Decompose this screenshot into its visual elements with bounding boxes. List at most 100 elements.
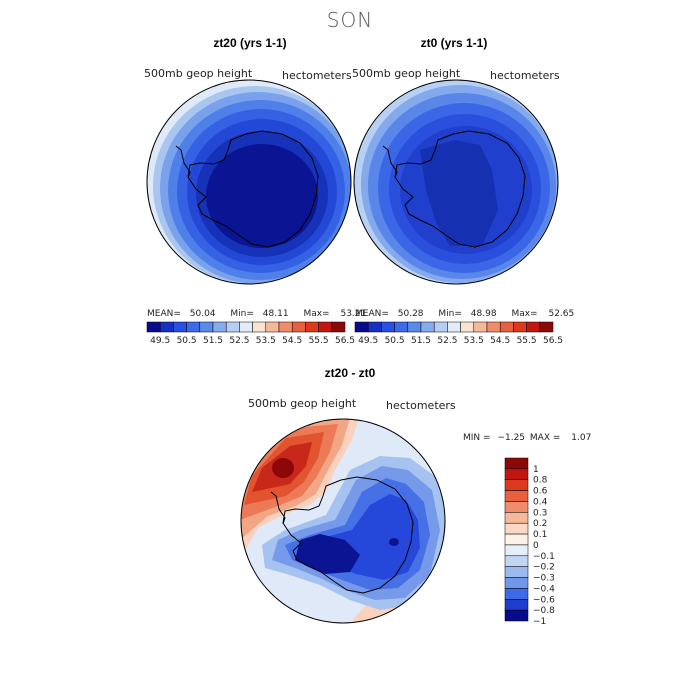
panel2-colorbar-swatch	[473, 321, 488, 333]
panel3-colorbar-tick-label: −0.3	[533, 574, 555, 584]
panel3-min-value: −1.25	[497, 433, 526, 443]
panel3-colorbar-tick-label: −1	[533, 617, 546, 627]
panel2-colorbar-tick-label: 49.5	[358, 336, 378, 346]
panel2-colorbar-swatch	[447, 321, 461, 333]
panel3-colorbar-swatch	[504, 599, 529, 611]
panel2-stats: MEAN= 50.28 Min= 48.98 Max= 52.65	[355, 309, 574, 319]
panel3-colorbar-tick-label: 0.6	[533, 487, 548, 497]
panel1-colorbar-swatch	[239, 321, 253, 333]
panel2-max-label: Max=	[511, 309, 538, 319]
panel2-min-value: 48.98	[470, 309, 497, 319]
panel2-units-label: hectometers	[490, 69, 560, 82]
panel3-colorbar-tick-label: −0.2	[533, 563, 555, 573]
panel1-colorbar-tick-label: 54.5	[282, 336, 302, 346]
panel1-map-border	[146, 79, 352, 285]
panel3-colorbar-swatch	[504, 566, 529, 578]
panel3-colorbar-swatch	[504, 501, 529, 513]
panel3-colorbar-tick-label: −0.8	[533, 606, 555, 616]
panel2-colorbar-swatch	[354, 321, 369, 333]
panel1-colorbar-tick-label: 50.5	[177, 336, 197, 346]
panel2-colorbar-swatch	[433, 321, 448, 333]
panel1-max-label: Max=	[303, 309, 330, 319]
panel1-colorbar-swatch	[265, 321, 280, 333]
panel3-stats: MIN = −1.25 MAX = 1.07	[463, 433, 591, 443]
panel3-colorbar-swatch	[504, 512, 529, 524]
panel1-map	[147, 80, 351, 284]
panel2-map	[354, 80, 558, 284]
panel3-colorbar-swatch	[504, 609, 529, 622]
panel2-colorbar-tick-label: 53.5	[464, 336, 484, 346]
panel2-colorbar-tick-label: 54.5	[490, 336, 510, 346]
panel1-variable-label: 500mb geop height	[144, 67, 253, 80]
panel1-colorbar-tick-label: 56.5	[335, 336, 355, 346]
panel1-colorbar-swatch	[159, 321, 174, 333]
panel1-colorbar-swatch	[331, 321, 346, 333]
panel3-colorbar-tick-label: 0.1	[533, 530, 547, 540]
panel2-colorbar-tick-label: 51.5	[411, 336, 431, 346]
panel1-colorbar-swatch	[278, 321, 293, 333]
panel1-units-label: hectometers	[282, 69, 352, 82]
panel3-max-value: 1.07	[571, 433, 592, 443]
panel1-max-value: 53.21	[340, 309, 367, 319]
panel3-colorbar-swatch	[504, 457, 529, 470]
panel1-colorbar: 49.5 50.5 51.5 52.5 53.5 54.5 55.5 56.5	[146, 321, 355, 346]
panel3-antarctica-coastline	[270, 476, 414, 594]
panel1-colorbar-swatch	[146, 321, 161, 333]
panel1-colorbar-swatch	[212, 321, 227, 333]
panel1-colorbar-tick-label: 51.5	[203, 336, 223, 346]
panel3-max-label: MAX =	[529, 433, 561, 443]
panel1-colorbar-swatch	[305, 321, 319, 333]
panel1-stats: MEAN= 50.04 Min= 48.11 Max= 53.21	[147, 309, 366, 319]
panel1-colorbar-swatch	[318, 321, 333, 333]
panel1-colorbar-swatch	[186, 321, 201, 333]
panel2-title: zt0 (yrs 1-1)	[420, 36, 488, 50]
panel1-colorbar-tick-label: 52.5	[229, 336, 249, 346]
panel3-colorbar-tick-label: 0.2	[533, 519, 547, 529]
panel1-colorbar-swatch	[291, 321, 306, 333]
panel2-colorbar-swatch	[381, 321, 395, 333]
figure-title: SON	[326, 8, 374, 32]
panel2-colorbar-swatch	[394, 321, 409, 333]
panel3-colorbar-tick-label: −0.6	[533, 595, 555, 605]
panel3-colorbar-swatch	[504, 468, 529, 480]
panel3-colorbar-swatch	[504, 533, 529, 546]
panel1-colorbar-swatch	[173, 321, 187, 333]
panel1-colorbar-tick-label: 53.5	[256, 336, 276, 346]
panel2-colorbar-swatch	[460, 321, 475, 333]
panel3-colorbar-tick-label: 0	[533, 541, 539, 551]
panel3-colorbar-swatch	[504, 490, 529, 502]
panel1-colorbar-tick-label: 49.5	[150, 336, 170, 346]
panel1-colorbar-tick-label: 55.5	[309, 336, 329, 346]
panel2-colorbar-swatch	[367, 321, 382, 333]
panel2-max-value: 52.65	[548, 309, 575, 319]
panel3-title: zt20 - zt0	[324, 366, 376, 380]
panel2-map-border	[353, 79, 559, 285]
panel1-colorbar-swatch	[225, 321, 240, 333]
panel3-colorbar-tick-label: −0.4	[533, 584, 555, 594]
panel2-colorbar-tick-label: 55.5	[517, 336, 537, 346]
panel1-colorbar-swatch	[252, 321, 267, 333]
panel3-colorbar-tick-label: 0.3	[533, 508, 547, 518]
panel2-min-label: Min=	[438, 309, 462, 319]
panel1-colorbar-swatch	[199, 321, 214, 333]
panel1-mean-label: MEAN=	[147, 309, 181, 319]
panel2-colorbar-swatch	[513, 321, 527, 333]
panel3-colorbar-swatch	[504, 522, 529, 535]
panel3-colorbar-tick-label: 1	[533, 465, 539, 475]
panel1-antarctica-coastline	[175, 130, 319, 248]
panel3-min-label: MIN =	[463, 433, 491, 443]
panel2-colorbar-swatch	[526, 321, 541, 333]
panel2-variable-label: 500mb geop height	[352, 67, 461, 80]
panel3-map	[241, 419, 445, 623]
panel3-colorbar-tick-label: 0.8	[533, 476, 548, 486]
panel2-mean-label: MEAN=	[355, 309, 389, 319]
panel2-colorbar-tick-label: 50.5	[385, 336, 405, 346]
panel2-colorbar: 49.5 50.5 51.5 52.5 53.5 54.5 55.5 56.5	[354, 321, 563, 346]
panel1-title: zt20 (yrs 1-1)	[213, 36, 287, 50]
panel3-colorbar-tick-label: 0.4	[533, 497, 548, 507]
panel3-variable-label: 500mb geop height	[248, 397, 357, 410]
panel2-colorbar-tick-label: 56.5	[543, 336, 563, 346]
panel3-colorbar-swatch	[504, 544, 529, 557]
panel3-map-border	[240, 418, 446, 624]
